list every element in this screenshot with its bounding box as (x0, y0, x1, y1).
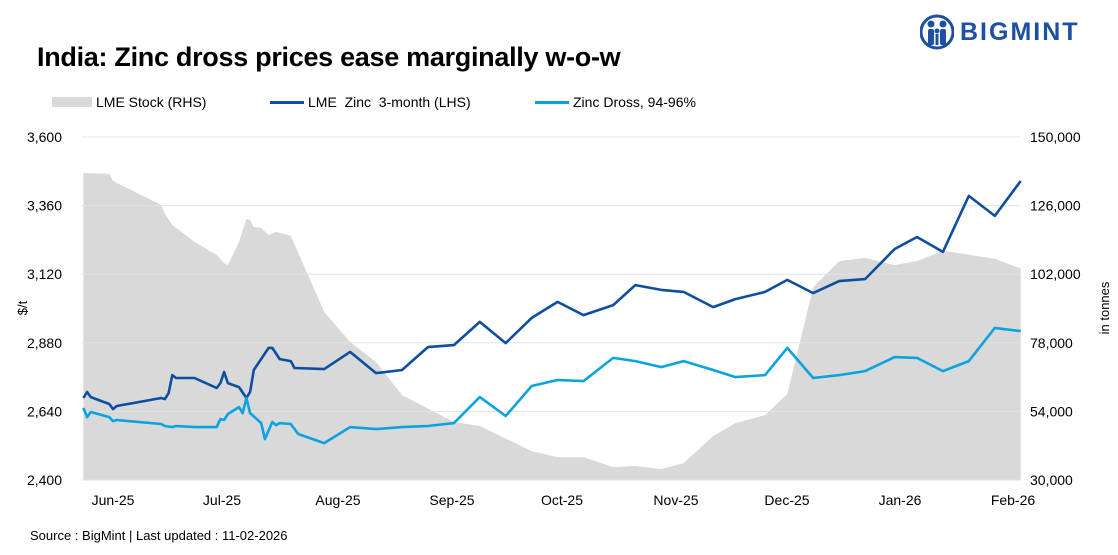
legend-item-lme-zinc: LME Zinc 3-month (LHS) (270, 94, 471, 110)
zinc-dross-line (82, 326, 1021, 445)
y2-tick-label: 54,000 (1030, 403, 1073, 419)
lme-stock-area (83, 173, 1021, 480)
y-tick-label: 2,880 (27, 335, 62, 351)
legend-item-zinc-dross: Zinc Dross, 94-96% (535, 94, 696, 110)
x-tick-label: Oct-25 (541, 492, 583, 508)
x-tick-label: Jul-25 (203, 492, 241, 508)
chart-title: India: Zinc dross prices ease marginally… (37, 42, 621, 72)
x-tick-label: Jan-26 (879, 492, 922, 508)
x-tick-label: Dec-25 (764, 492, 809, 508)
x-tick-label: Nov-25 (653, 492, 698, 508)
y-tick-label: 3,360 (27, 198, 62, 214)
logo-text: BIGMINT (960, 17, 1080, 46)
y-tick-label: 2,640 (27, 403, 62, 419)
bigmint-people-icon (920, 14, 954, 50)
x-tick-label: Sep-25 (429, 492, 474, 508)
bigmint-logo: BIGMINT (920, 14, 1080, 50)
y-axis-title: $/t (15, 300, 30, 315)
y2-axis-title: in tonnes (1097, 281, 1112, 334)
y2-tick-label: 102,000 (1030, 266, 1081, 282)
y2-tick-label: 150,000 (1030, 129, 1081, 145)
y-tick-label: 3,600 (27, 129, 62, 145)
x-tick-label: Jun-25 (92, 492, 135, 508)
legend-swatch-line (535, 100, 569, 104)
legend-label: LME Stock (RHS) (96, 94, 207, 110)
x-tick-label: Feb-26 (991, 492, 1036, 508)
x-tick-label: Aug-25 (315, 492, 360, 508)
y2-tick-label: 30,000 (1030, 472, 1073, 488)
legend-swatch-line (270, 100, 304, 104)
legend-label: Zinc Dross, 94-96% (573, 94, 696, 110)
legend-item-lme-stock: LME Stock (RHS) (52, 94, 206, 110)
y2-tick-label: 126,000 (1030, 198, 1081, 214)
y2-tick-label: 78,000 (1030, 335, 1073, 351)
y-tick-label: 2,400 (27, 472, 62, 488)
y-tick-label: 3,120 (27, 266, 62, 282)
legend-label: LME Zinc 3-month (LHS) (308, 94, 471, 110)
source-note: Source : BigMint | Last updated : 11-02-… (30, 528, 288, 543)
legend-swatch-area (52, 97, 92, 107)
